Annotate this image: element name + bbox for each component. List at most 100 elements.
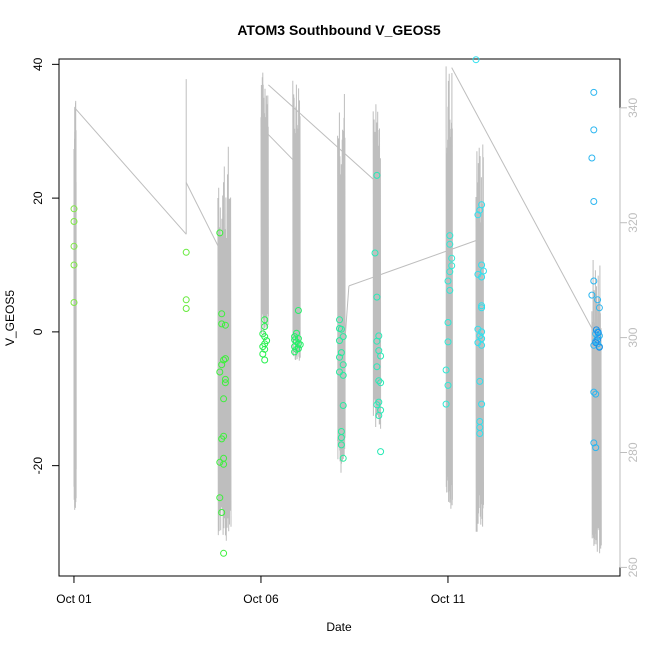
line-burst	[217, 146, 232, 541]
data-point	[261, 333, 269, 341]
data-point	[336, 353, 343, 361]
data-point	[442, 400, 450, 408]
data-point	[448, 262, 456, 270]
data-point	[476, 206, 484, 214]
data-point	[446, 286, 454, 294]
data-point	[446, 268, 454, 276]
data-point	[373, 401, 381, 409]
y-axis: -20 0 20 40	[31, 57, 60, 475]
data-point	[259, 350, 267, 358]
y2-tick-label: 340	[626, 97, 640, 117]
line-connector	[268, 84, 378, 183]
data-point	[590, 126, 598, 134]
data-point	[478, 261, 486, 269]
data-point	[373, 293, 381, 301]
scatter-points	[70, 56, 603, 557]
line-connector	[337, 285, 350, 442]
y-tick-label: -20	[31, 457, 45, 475]
y2-axis: 260 280 300 320 340	[619, 97, 640, 577]
data-point	[296, 341, 304, 349]
data-point	[373, 171, 381, 179]
data-point	[588, 154, 596, 162]
data-point	[373, 337, 381, 345]
data-point	[478, 335, 486, 343]
data-point	[182, 248, 190, 256]
data-point	[339, 361, 347, 369]
line-burst	[292, 80, 301, 361]
y-axis-label: V_GEOS5	[3, 290, 17, 346]
line-burst	[337, 93, 346, 473]
data-point	[216, 229, 224, 237]
line-connector	[74, 106, 187, 510]
data-point	[446, 232, 454, 240]
data-point	[294, 307, 302, 314]
chart-title: ATOM3 Southbound V_GEOS5	[237, 22, 440, 38]
data-point	[336, 337, 343, 345]
data-point	[590, 277, 598, 285]
data-point	[444, 319, 452, 326]
data-point	[595, 332, 603, 340]
x-tick-label: Oct 11	[431, 592, 466, 606]
line-burst	[260, 72, 269, 338]
data-point	[261, 356, 269, 364]
data-point	[221, 321, 229, 329]
data-point	[261, 323, 269, 330]
data-point	[216, 368, 224, 376]
line-burst	[445, 66, 453, 509]
data-point	[70, 261, 78, 269]
data-point	[70, 218, 78, 225]
line-connector	[348, 239, 479, 287]
y2-tick-label: 320	[626, 212, 640, 232]
data-point	[218, 435, 226, 443]
x-axis-label: Date	[326, 620, 352, 634]
data-point	[595, 343, 603, 351]
y2-tick-label: 280	[626, 442, 640, 462]
data-point	[377, 448, 385, 456]
data-point	[478, 304, 486, 312]
data-point	[590, 388, 598, 396]
data-point	[595, 304, 603, 312]
data-point	[339, 402, 347, 409]
data-point	[336, 316, 343, 324]
data-point	[294, 345, 302, 353]
data-point	[592, 444, 600, 452]
data-point	[478, 400, 486, 408]
data-point	[448, 254, 456, 262]
data-point	[218, 509, 226, 516]
data-point	[474, 211, 482, 219]
line-connector	[451, 67, 595, 333]
data-point	[588, 291, 596, 299]
data-point	[337, 349, 345, 357]
data-point	[592, 339, 600, 347]
data-point	[377, 352, 385, 360]
data-point	[218, 320, 226, 328]
x-axis: Oct 01 Oct 06 Oct 11	[56, 575, 466, 606]
data-point	[70, 205, 78, 213]
data-point	[476, 377, 484, 385]
data-point	[480, 267, 487, 275]
data-point	[337, 325, 345, 333]
data-point	[337, 441, 345, 449]
data-point	[336, 368, 343, 376]
data-point	[221, 355, 229, 363]
y-tick-label: 20	[31, 191, 45, 205]
right-axis-line-series	[73, 66, 602, 554]
data-point	[377, 379, 385, 387]
data-point	[594, 329, 602, 336]
y-tick-label: 0	[31, 328, 45, 335]
data-point	[261, 316, 269, 324]
data-point	[220, 356, 228, 364]
data-point	[218, 310, 226, 318]
data-point	[70, 242, 78, 250]
x-tick-label: Oct 06	[243, 592, 279, 606]
data-point	[221, 379, 229, 387]
line-connector	[185, 182, 219, 246]
data-point	[590, 88, 598, 96]
data-point	[291, 336, 299, 344]
data-point	[220, 460, 228, 468]
data-point	[221, 375, 229, 383]
data-point	[478, 328, 486, 336]
data-point	[590, 439, 598, 447]
data-point	[474, 270, 482, 278]
